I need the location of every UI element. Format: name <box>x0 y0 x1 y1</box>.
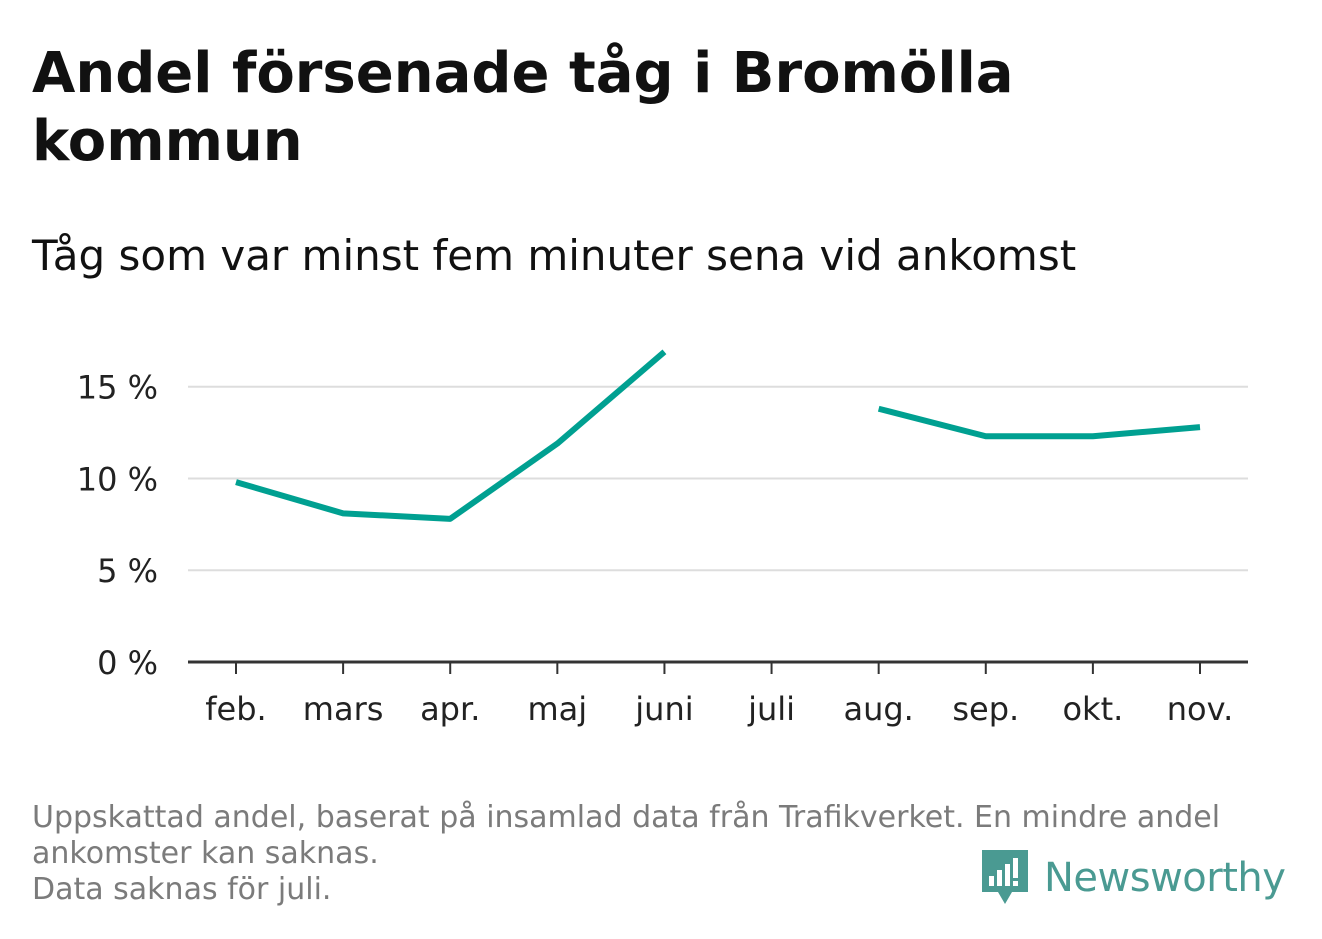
x-tick-label: feb. <box>205 690 266 728</box>
footnote: Uppskattad andel, baserat på insamlad da… <box>32 800 1282 908</box>
x-tick-label: nov. <box>1167 690 1233 728</box>
y-tick-label: 5 % <box>97 552 158 590</box>
x-tick-label: maj <box>527 690 587 728</box>
x-tick-label: aug. <box>843 690 913 728</box>
y-tick-label: 10 % <box>77 460 158 498</box>
newsworthy-logo: Newsworthy <box>980 848 1286 908</box>
x-tick-label: juni <box>634 690 693 728</box>
x-tick-label: apr. <box>420 690 480 728</box>
footnote-line-1: Uppskattad andel, baserat på insamlad da… <box>32 800 1221 835</box>
x-tick-label: okt. <box>1062 690 1123 728</box>
x-tick-label: juli <box>747 690 795 728</box>
y-tick-label: 0 % <box>97 644 158 682</box>
x-tick-label: sep. <box>952 690 1019 728</box>
line-chart: 0 % 5 % 10 % 15 % feb. mars apr. maj juni juli aug… <box>77 349 1248 728</box>
footnote-line-2: ankomster kan saknas. <box>32 836 379 871</box>
newsworthy-bar-chart-icon <box>982 850 1028 904</box>
logo-text: Newsworthy <box>1044 855 1286 901</box>
chart-subtitle: Tåg som var minst fem minuter sena vid a… <box>32 231 1077 280</box>
series-line-segment <box>235 349 667 522</box>
footnote-line-3: Data saknas för juli. <box>32 872 332 907</box>
chart-title: Andel försenade tåg i Bromölla kommun <box>32 41 1014 174</box>
y-tick-label: 15 % <box>77 369 158 407</box>
series-line-segment <box>877 405 1201 440</box>
x-tick-label: mars <box>303 690 384 728</box>
